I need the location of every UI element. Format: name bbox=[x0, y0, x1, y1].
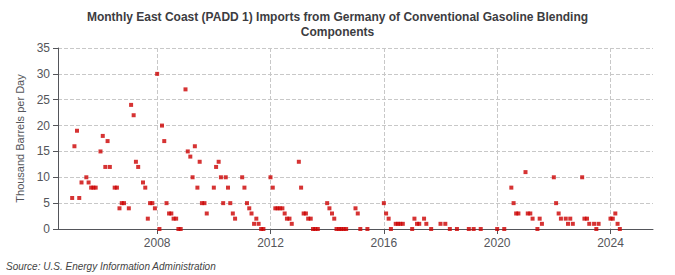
svg-text:Components: Components bbox=[301, 25, 375, 39]
svg-text:25: 25 bbox=[37, 93, 51, 107]
svg-text:2012: 2012 bbox=[257, 236, 284, 250]
svg-text:0: 0 bbox=[43, 222, 50, 236]
svg-text:Monthly East Coast (PADD 1) Im: Monthly East Coast (PADD 1) Imports from… bbox=[87, 10, 588, 24]
svg-text:35: 35 bbox=[37, 41, 51, 55]
svg-text:30: 30 bbox=[37, 67, 51, 81]
svg-text:2020: 2020 bbox=[484, 236, 511, 250]
svg-text:Source: U.S. Energy Informatio: Source: U.S. Energy Information Administ… bbox=[6, 261, 216, 272]
svg-text:2008: 2008 bbox=[144, 236, 171, 250]
svg-text:15: 15 bbox=[37, 144, 51, 158]
svg-text:5: 5 bbox=[43, 196, 50, 210]
svg-text:2016: 2016 bbox=[370, 236, 397, 250]
svg-text:10: 10 bbox=[37, 170, 51, 184]
svg-text:20: 20 bbox=[37, 119, 51, 133]
svg-text:2024: 2024 bbox=[597, 236, 624, 250]
svg-text:Thousand Barrels per Day: Thousand Barrels per Day bbox=[14, 74, 26, 203]
